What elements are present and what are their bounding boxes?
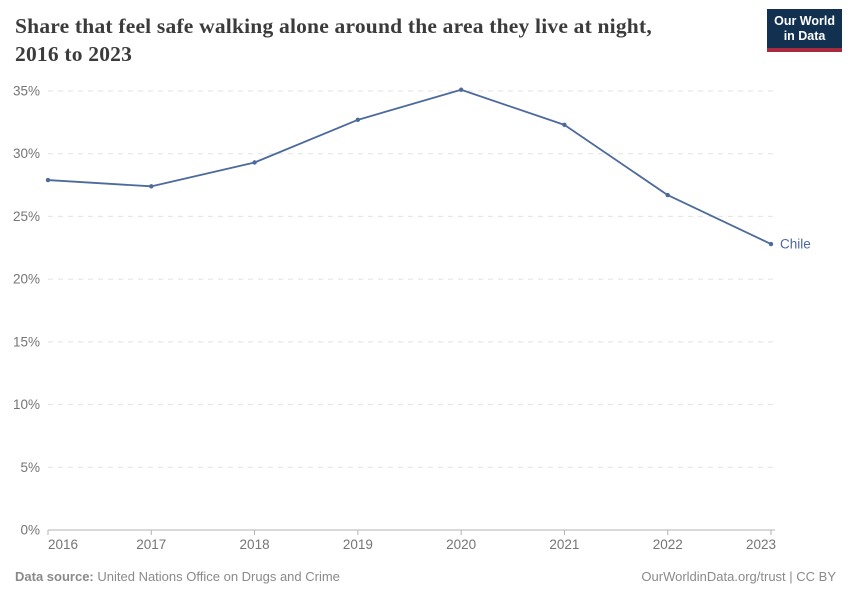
data-point[interactable] (458, 87, 464, 92)
y-tick-label: 0% (20, 523, 40, 538)
chart-title: Share that feel safe walking alone aroun… (15, 12, 735, 69)
owid-logo-line1: Our World (774, 14, 835, 28)
x-tick-label: 2023 (746, 537, 776, 552)
data-point[interactable] (45, 177, 51, 183)
y-tick-label: 15% (13, 334, 40, 349)
x-tick-label: 2020 (446, 537, 476, 552)
y-tick-label: 5% (20, 460, 40, 475)
attribution-link[interactable]: OurWorldinData.org/trust | CC BY (641, 569, 836, 584)
y-tick-label: 35% (13, 84, 40, 99)
owid-logo-line2: in Data (783, 29, 826, 43)
x-tick-label: 2022 (653, 537, 683, 552)
y-tick-label: 20% (13, 272, 40, 287)
x-tick-label: 2019 (343, 537, 373, 552)
chart-title-line1: Share that feel safe walking alone aroun… (15, 14, 652, 38)
x-tick-label: 2016 (48, 537, 78, 552)
data-point[interactable] (252, 160, 257, 165)
y-tick-label: 30% (13, 146, 40, 161)
data-source-label: Data source: (15, 569, 94, 584)
data-point[interactable] (768, 241, 774, 247)
chart-title-line2: 2016 to 2023 (15, 42, 133, 67)
x-tick-label: 2021 (549, 537, 579, 552)
entity-label-chile[interactable]: Chile (780, 237, 811, 252)
y-tick-label: 10% (13, 397, 40, 412)
series-line-chile[interactable] (47, 88, 772, 245)
x-tick-label: 2017 (136, 537, 166, 552)
y-tick-label: 25% (13, 209, 40, 224)
data-point[interactable] (149, 184, 154, 189)
data-point[interactable] (562, 122, 567, 128)
data-source: Data source: United Nations Office on Dr… (15, 569, 340, 584)
data-point[interactable] (355, 117, 361, 123)
owid-logo[interactable]: Our World in Data (767, 9, 842, 52)
data-source-text: United Nations Office on Drugs and Crime (97, 569, 340, 584)
x-tick-label: 2018 (240, 537, 270, 552)
chart-footer: Data source: United Nations Office on Dr… (15, 569, 836, 584)
data-point[interactable] (665, 192, 670, 198)
